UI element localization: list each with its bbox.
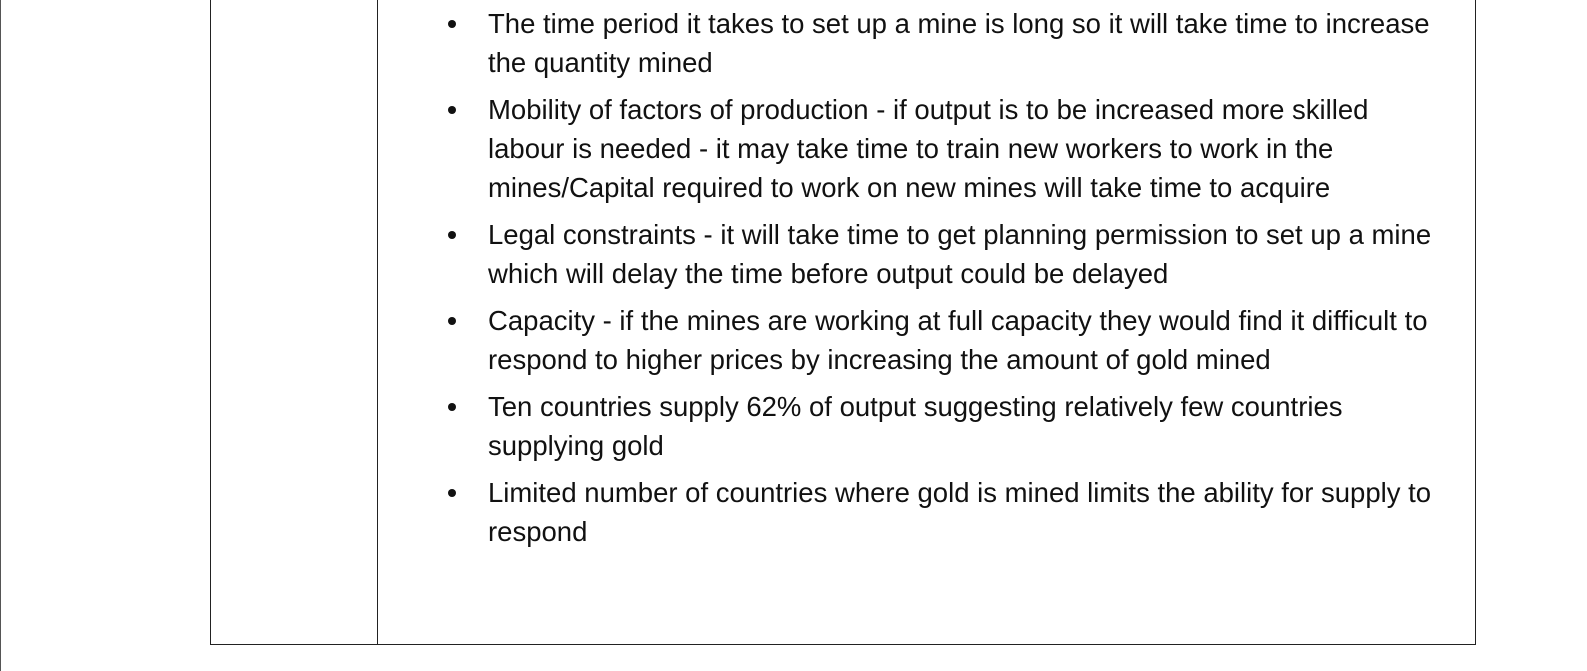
list-item: The time period it takes to set up a min…: [448, 4, 1448, 82]
list-item: Mobility of factors of production - if o…: [448, 90, 1448, 207]
table: The time period it takes to set up a min…: [210, 0, 1476, 645]
bullet-list: The time period it takes to set up a min…: [448, 4, 1448, 559]
list-item: Legal constraints - it will take time to…: [448, 215, 1448, 293]
list-item: Capacity - if the mines are working at f…: [448, 301, 1448, 379]
list-item: Limited number of countries where gold i…: [448, 473, 1448, 551]
page-edge: [0, 0, 1, 671]
list-item: Ten countries supply 62% of output sugge…: [448, 387, 1448, 465]
table-column: [211, 0, 378, 644]
